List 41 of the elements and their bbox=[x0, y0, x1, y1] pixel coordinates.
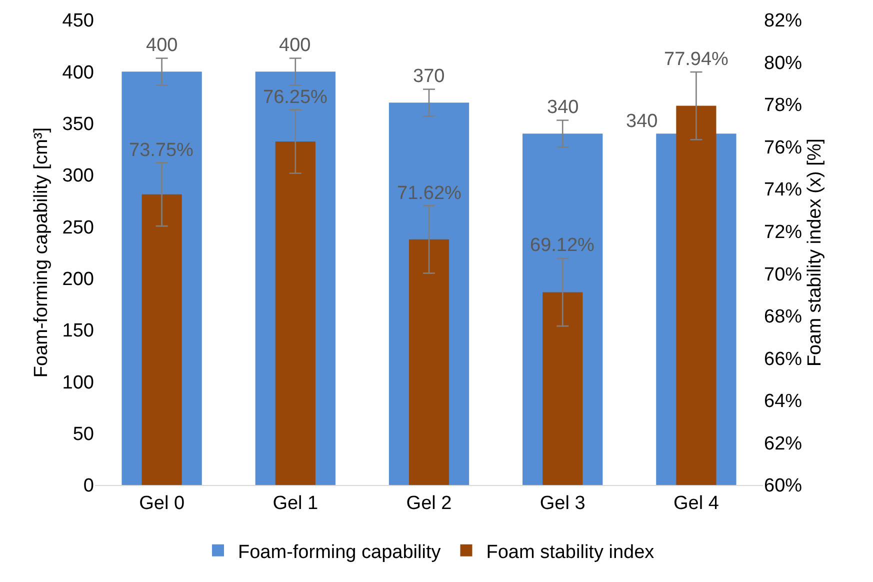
x-tick-label: Gel 1 bbox=[272, 492, 318, 514]
y2-tick-label: 68% bbox=[764, 306, 802, 328]
y2-tick-label: 82% bbox=[764, 10, 802, 32]
y2-tick-label: 76% bbox=[764, 137, 802, 158]
data-label: 400 bbox=[279, 35, 311, 56]
y2-tick-label: 66% bbox=[764, 348, 802, 370]
y2-tick-label: 78% bbox=[764, 95, 802, 116]
x-tick-label: Gel 2 bbox=[406, 492, 452, 514]
y2-tick-label: 62% bbox=[764, 433, 802, 454]
legend-label: Foam stability index bbox=[486, 542, 655, 563]
data-label: 69.12% bbox=[530, 235, 595, 256]
y2-tick-label: 80% bbox=[764, 52, 802, 74]
data-label: 370 bbox=[413, 66, 445, 87]
y-tick-label: 300 bbox=[62, 166, 94, 187]
x-tick-label: Gel 3 bbox=[540, 492, 586, 514]
y2-tick-label: 72% bbox=[764, 222, 802, 244]
x-tick-label: Gel 4 bbox=[673, 492, 720, 514]
y2-tick-label: 60% bbox=[764, 476, 802, 497]
y-tick-label: 400 bbox=[62, 62, 94, 84]
data-label: 76.25% bbox=[263, 87, 328, 108]
y-tick-label: 250 bbox=[62, 217, 94, 238]
data-label: 340 bbox=[626, 111, 658, 132]
data-label: 340 bbox=[547, 97, 579, 118]
y-tick-label: 150 bbox=[62, 320, 94, 342]
y2-tick-label: 70% bbox=[764, 264, 802, 286]
y-tick-label: 200 bbox=[62, 268, 94, 290]
data-label: 73.75% bbox=[129, 140, 194, 161]
data-label: 77.94% bbox=[664, 49, 729, 70]
legend-label: Foam-forming capability bbox=[238, 542, 442, 563]
y2-axis-title: Foam stability index (x) [%] bbox=[804, 138, 826, 367]
x-tick-label: Gel 0 bbox=[139, 492, 185, 514]
y-tick-label: 450 bbox=[62, 10, 94, 32]
data-label: 400 bbox=[146, 35, 178, 56]
y-tick-label: 0 bbox=[83, 476, 94, 497]
y-axis-title: Foam-forming capability [cm³] bbox=[31, 127, 52, 378]
y2-tick-label: 64% bbox=[764, 391, 802, 412]
y-tick-label: 100 bbox=[62, 372, 94, 394]
data-label: 71.62% bbox=[397, 183, 462, 204]
y-tick-label: 50 bbox=[72, 424, 94, 445]
y2-tick-label: 74% bbox=[764, 180, 802, 201]
y-tick-label: 350 bbox=[62, 114, 94, 135]
